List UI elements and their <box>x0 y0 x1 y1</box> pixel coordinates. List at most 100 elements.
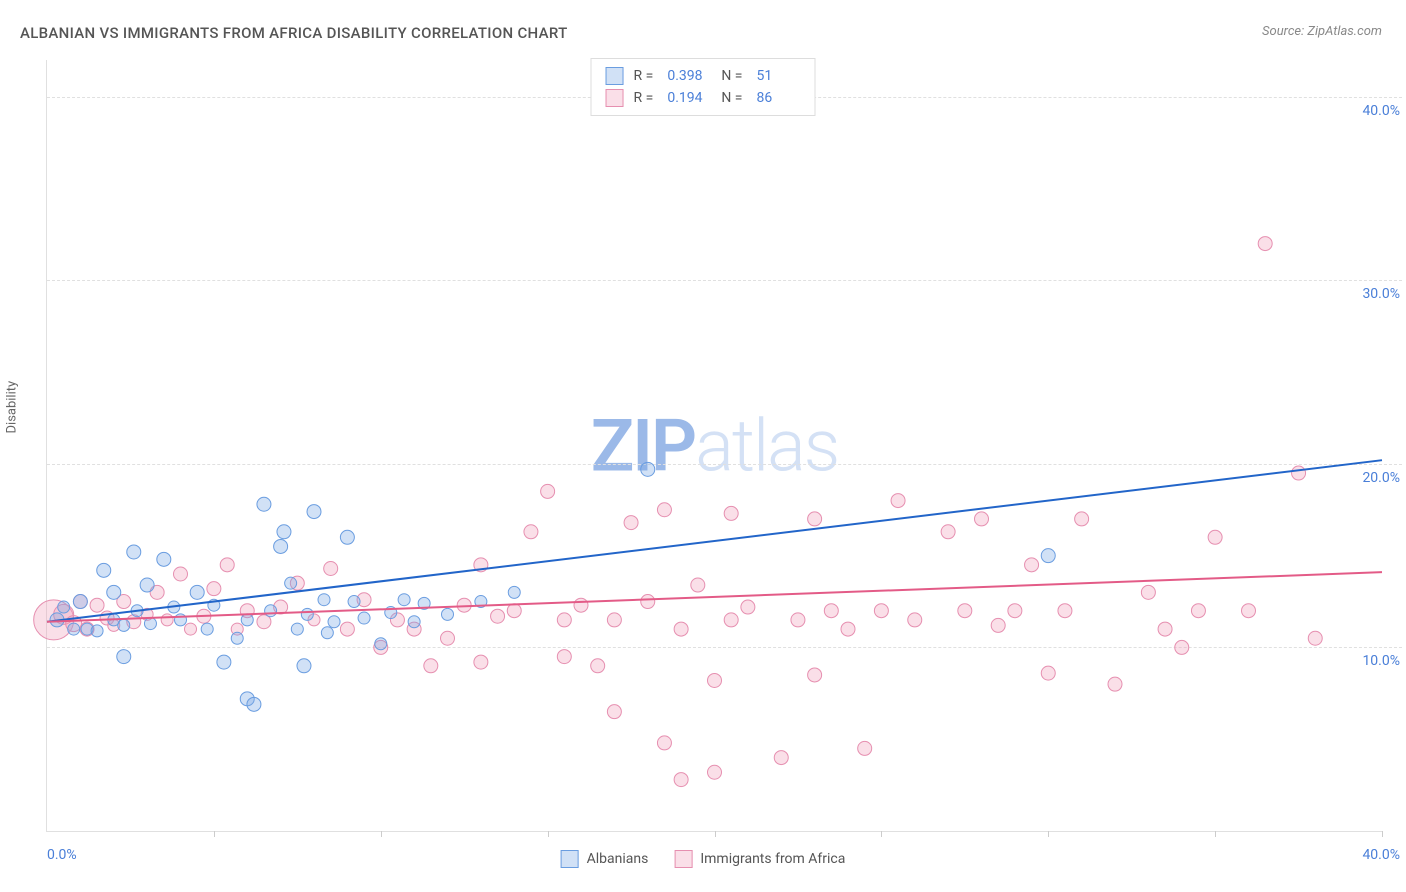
data-point <box>348 596 360 608</box>
data-point <box>641 462 655 476</box>
data-point <box>127 545 141 559</box>
n-label: N = <box>721 90 742 106</box>
data-point <box>207 582 221 596</box>
data-point <box>118 619 130 631</box>
data-point <box>321 627 333 639</box>
data-point <box>340 622 354 636</box>
x-axis-label-min: 0.0% <box>47 847 77 863</box>
data-point <box>301 608 313 620</box>
data-point <box>441 631 455 645</box>
data-point <box>741 600 755 614</box>
r-label: R = <box>634 90 654 106</box>
data-point <box>691 578 705 592</box>
data-point <box>201 623 213 635</box>
y-tick-label: 10.0% <box>1362 653 1400 669</box>
data-point <box>1075 512 1089 526</box>
data-point <box>508 586 520 598</box>
data-point <box>324 561 338 575</box>
data-point <box>1141 585 1155 599</box>
x-tick <box>1382 831 1383 837</box>
data-point <box>991 618 1005 632</box>
data-point <box>1025 558 1039 572</box>
data-point <box>1058 604 1072 618</box>
plot-area: ZIPatlas 0.0% 40.0% 10.0%20.0%30.0%40.0% <box>46 60 1382 832</box>
data-point <box>591 659 605 673</box>
data-point <box>958 604 972 618</box>
x-tick <box>548 831 549 837</box>
data-point <box>708 673 722 687</box>
data-point <box>58 601 70 613</box>
data-point <box>375 638 387 650</box>
data-point <box>791 613 805 627</box>
data-point <box>858 741 872 755</box>
x-tick <box>1048 831 1049 837</box>
data-point <box>657 503 671 517</box>
data-point <box>107 585 121 599</box>
data-point <box>398 594 410 606</box>
data-point <box>358 612 370 624</box>
data-point <box>90 598 104 612</box>
data-point <box>891 494 905 508</box>
correlation-legend: R =0.398N =51R =0.194N =86 <box>591 58 816 116</box>
data-point <box>265 605 277 617</box>
swatch-icon <box>606 89 624 107</box>
data-point <box>1041 666 1055 680</box>
data-point <box>607 613 621 627</box>
data-point <box>257 497 271 511</box>
swatch-icon <box>606 67 624 85</box>
data-point <box>190 585 204 599</box>
n-value: 86 <box>756 90 800 106</box>
data-point <box>1041 549 1055 563</box>
data-point <box>1008 604 1022 618</box>
data-point <box>674 622 688 636</box>
data-point <box>1258 237 1272 251</box>
data-point <box>68 623 80 635</box>
n-value: 51 <box>756 68 800 84</box>
data-point <box>607 705 621 719</box>
data-point <box>328 616 340 628</box>
data-point <box>524 525 538 539</box>
data-point <box>1208 530 1222 544</box>
data-point <box>491 609 505 623</box>
series-legend: Albanians Immigrants from Africa <box>561 850 846 868</box>
data-point <box>941 525 955 539</box>
data-point <box>220 558 234 572</box>
x-tick <box>381 831 382 837</box>
data-point <box>144 618 156 630</box>
legend-label: Immigrants from Africa <box>700 851 845 867</box>
legend-row: R =0.194N =86 <box>606 87 801 109</box>
x-tick <box>1215 831 1216 837</box>
data-point <box>97 563 111 577</box>
data-point <box>285 577 297 589</box>
data-point <box>574 598 588 612</box>
chart-container: ALBANIAN VS IMMIGRANTS FROM AFRICA DISAB… <box>0 0 1406 892</box>
data-point <box>874 604 888 618</box>
data-point <box>1292 466 1306 480</box>
data-point <box>174 567 188 581</box>
r-label: R = <box>634 68 654 84</box>
data-point <box>307 505 321 519</box>
data-point <box>291 623 303 635</box>
data-point <box>161 614 173 626</box>
data-point <box>674 773 688 787</box>
swatch-icon <box>674 850 692 868</box>
data-point <box>908 613 922 627</box>
y-axis-label: Disability <box>5 381 20 434</box>
chart-svg <box>47 60 1382 831</box>
data-point <box>774 751 788 765</box>
y-tick-label: 20.0% <box>1362 470 1400 486</box>
data-point <box>140 578 154 592</box>
x-tick <box>715 831 716 837</box>
data-point <box>185 623 197 635</box>
data-point <box>424 659 438 673</box>
legend-item: Albanians <box>561 850 649 868</box>
x-tick <box>881 831 882 837</box>
data-point <box>841 622 855 636</box>
data-point <box>975 512 989 526</box>
data-point <box>91 625 103 637</box>
data-point <box>1242 604 1256 618</box>
data-point <box>73 595 87 609</box>
data-point <box>557 650 571 664</box>
data-point <box>557 613 571 627</box>
data-point <box>117 650 131 664</box>
